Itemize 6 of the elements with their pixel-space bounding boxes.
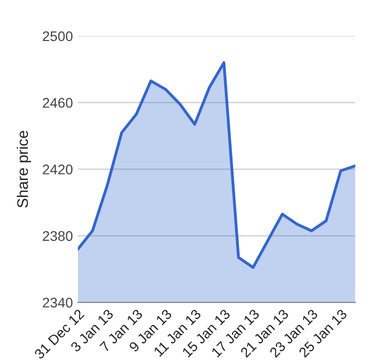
y-tick-label: 2460 (42, 98, 72, 108)
y-axis-title: Share price (16, 130, 32, 208)
y-tick-label: 2420 (42, 164, 72, 174)
y-tick-label: 2380 (42, 231, 72, 241)
y-tick-label: 2340 (42, 298, 72, 308)
y-tick-label: 2500 (42, 31, 72, 42)
